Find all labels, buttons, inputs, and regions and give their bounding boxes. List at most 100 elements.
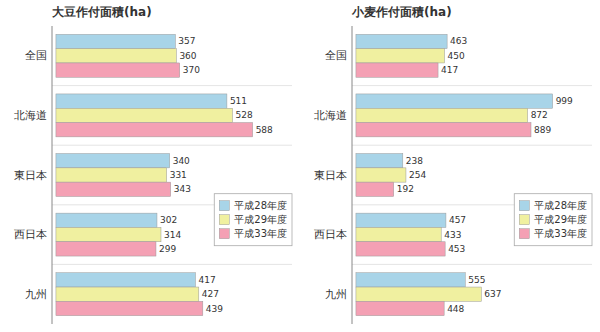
y-tick-label: 北海道	[314, 109, 347, 122]
y-tick-label: 東日本	[314, 169, 347, 182]
legend-swatch	[219, 229, 229, 239]
bar	[356, 154, 403, 168]
bar	[56, 108, 233, 122]
data-label: 555	[468, 275, 485, 285]
legend-label: 平成28年度	[234, 200, 287, 211]
bar	[56, 34, 175, 48]
data-label: 439	[206, 304, 223, 314]
data-label: 238	[406, 156, 423, 166]
bars	[356, 34, 553, 315]
group-separator	[52, 145, 292, 146]
bar	[356, 227, 441, 241]
legend-frame	[514, 194, 592, 246]
bar	[356, 182, 394, 196]
data-label: 448	[447, 304, 464, 314]
data-label: 433	[444, 230, 461, 240]
data-labels: 4639992384575554508722544336374178891924…	[397, 36, 573, 313]
bar	[56, 154, 170, 168]
bar	[56, 227, 161, 241]
legend-swatch	[519, 229, 529, 239]
bar	[56, 287, 199, 301]
data-label: 343	[174, 184, 191, 194]
data-label: 314	[164, 230, 181, 240]
bar	[56, 49, 176, 63]
y-tick-label: 九州	[325, 288, 347, 301]
data-label: 872	[531, 110, 548, 120]
y-tick-label: 全国	[25, 49, 47, 62]
data-label: 302	[160, 215, 177, 225]
bar	[356, 273, 465, 287]
data-label: 299	[159, 244, 176, 254]
bar	[356, 123, 531, 137]
group-separator	[352, 85, 592, 86]
y-tick-label: 東日本	[14, 169, 47, 182]
legend-label: 平成29年度	[234, 214, 287, 225]
y-tick-label: 北海道	[14, 109, 47, 122]
data-label: 427	[202, 289, 219, 299]
bar	[356, 63, 438, 77]
bar	[56, 63, 180, 77]
y-axis-line	[352, 26, 353, 324]
data-label: 463	[450, 36, 467, 46]
bar	[56, 182, 171, 196]
data-label: 370	[183, 65, 200, 75]
legend-swatch	[219, 201, 229, 211]
data-label: 340	[173, 156, 190, 166]
bar	[56, 213, 157, 227]
bar	[56, 123, 253, 137]
legend-swatch	[519, 201, 529, 211]
data-labels: 357 511 340 302 417 360 528 331 314 427 370 588 343 2…	[159, 36, 273, 313]
data-label: 192	[397, 184, 414, 194]
data-label: 417	[198, 275, 215, 285]
bar	[356, 34, 447, 48]
bar	[356, 168, 406, 182]
data-label: 457	[449, 215, 466, 225]
bar	[56, 301, 203, 315]
group-separator	[52, 264, 292, 265]
data-label: 511	[230, 96, 247, 106]
y-axis-line	[52, 26, 53, 324]
data-label: 889	[534, 125, 551, 135]
legend-label: 平成33年度	[534, 228, 587, 239]
legend-label: 平成28年度	[534, 200, 587, 211]
y-tick-label: 西日本	[314, 228, 347, 241]
chart-svg: 大豆作付面積(ha) 357 511 340 302 417 360 528 331 314 427…	[0, 0, 600, 332]
data-label: 637	[484, 289, 501, 299]
bar	[56, 168, 167, 182]
data-label: 254	[409, 170, 426, 180]
bar	[56, 94, 227, 108]
legend-swatch	[219, 215, 229, 225]
legend-swatch	[519, 215, 529, 225]
legend: 平成28年度平成29年度平成33年度	[214, 194, 292, 246]
data-label: 331	[170, 170, 187, 180]
bar	[356, 301, 444, 315]
data-label: 357	[178, 36, 195, 46]
group-separator	[52, 85, 292, 86]
chart-title: 小麦作付面積(ha)	[351, 5, 452, 19]
data-label: 588	[256, 125, 273, 135]
data-label: 528	[236, 110, 253, 120]
bar	[56, 273, 196, 287]
chart-container: 大豆作付面積(ha) 357 511 340 302 417 360 528 331 314 427…	[0, 0, 600, 332]
y-tick-label: 西日本	[14, 228, 47, 241]
bar	[356, 213, 446, 227]
y-tick-label: 全国	[325, 49, 347, 62]
group-separator	[352, 264, 592, 265]
legend-label: 平成33年度	[234, 228, 287, 239]
legend-label: 平成29年度	[534, 214, 587, 225]
data-label: 453	[448, 244, 465, 254]
bar	[356, 94, 553, 108]
bars	[56, 34, 253, 315]
bar	[356, 49, 445, 63]
y-tick-label: 九州	[25, 288, 47, 301]
data-label: 999	[556, 96, 573, 106]
chart-title: 大豆作付面積(ha)	[52, 5, 152, 19]
group-separator	[352, 145, 592, 146]
legend-frame	[214, 194, 292, 246]
legend: 平成28年度平成29年度平成33年度	[514, 194, 592, 246]
panel: 小麦作付面積(ha)463999238457555450872254433637…	[314, 5, 592, 324]
bar	[356, 287, 481, 301]
bar	[356, 108, 528, 122]
data-label: 360	[179, 51, 196, 61]
panel: 大豆作付面積(ha) 357 511 340 302 417 360 528 331 314 427…	[14, 5, 292, 324]
